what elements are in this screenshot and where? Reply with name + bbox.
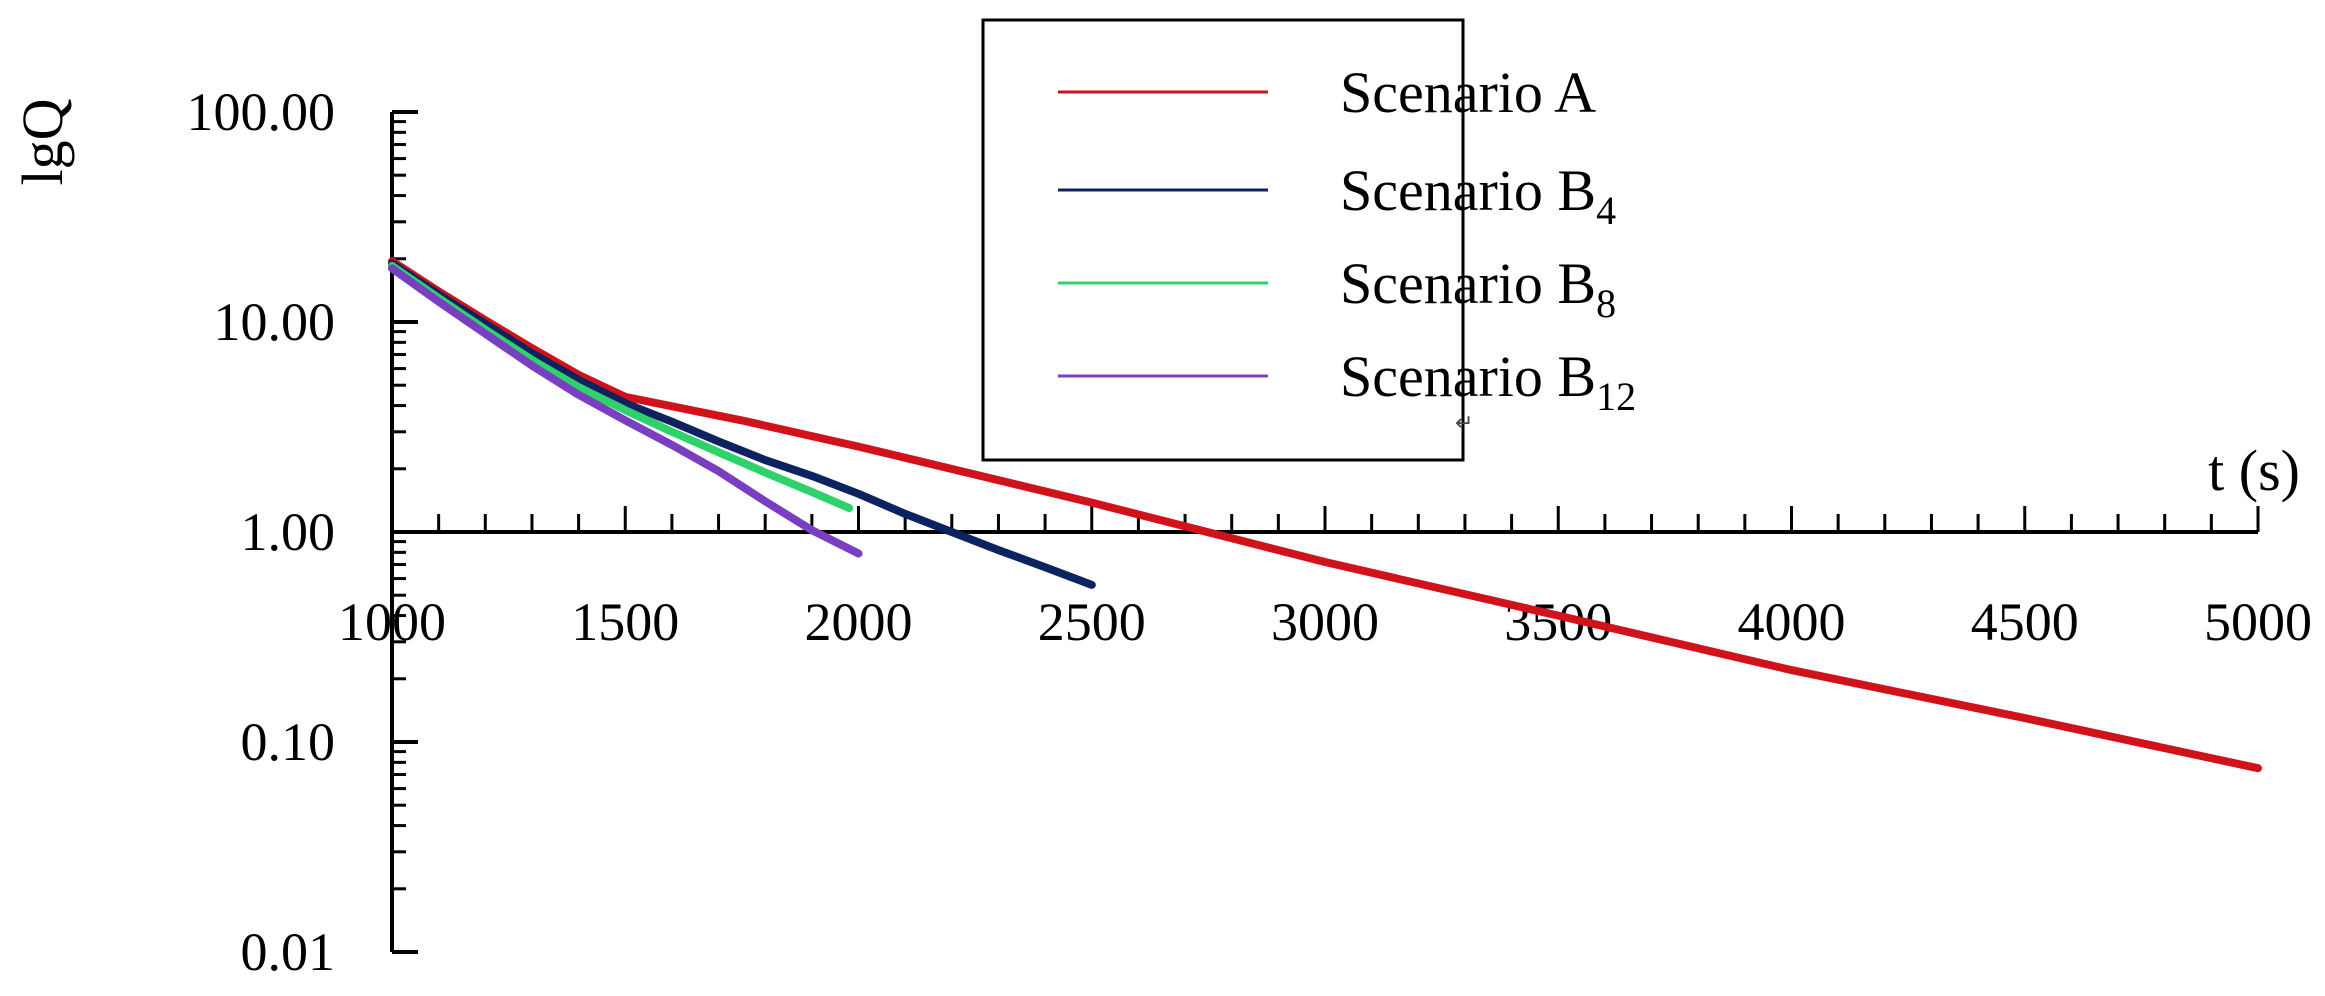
x-tick-label: 4500 — [1971, 592, 2079, 652]
x-tick-label: 1500 — [571, 592, 679, 652]
series-lines — [388, 257, 2262, 773]
y-tick-label: 0.10 — [241, 712, 336, 772]
y-axis-title: lgQ — [10, 99, 75, 186]
x-tick-label: 5000 — [2204, 592, 2312, 652]
y-tick-label: 10.00 — [214, 292, 336, 352]
legend-label: Scenario B4 — [1340, 158, 1616, 233]
series-line-2 — [388, 259, 1096, 589]
x-tick-label: 2000 — [805, 592, 913, 652]
y-axis: 100.00 10.00 1.00 0.10 0.01 — [187, 82, 418, 982]
legend-label: Scenario A — [1340, 60, 1596, 125]
legend: Scenario A Scenario B4 Scenario B8 Scenario… — [981, 18, 1636, 462]
x-tick-label: 3000 — [1271, 592, 1379, 652]
x-axis-title: t (s) — [2208, 438, 2300, 503]
y-tick-label: 0.01 — [241, 922, 336, 982]
x-tick-label: 1000 — [338, 592, 446, 652]
y-tick-label: 100.00 — [187, 82, 336, 142]
legend-label: Scenario B8 — [1340, 251, 1616, 326]
legend-label: Scenario B12 — [1340, 344, 1636, 419]
series-line-4 — [388, 264, 863, 558]
x-axis: 1000 1500 2000 2500 3000 3500 4000 4500 5000 — [338, 506, 2312, 652]
y-tick-label: 1.00 — [241, 502, 336, 562]
x-tick-label: 4000 — [1738, 592, 1846, 652]
legend-items: Scenario A Scenario B4 Scenario B8 Scenario… — [1058, 60, 1636, 419]
legend-return-mark: ↵ — [1455, 411, 1473, 436]
x-tick-label: 2500 — [1038, 592, 1146, 652]
